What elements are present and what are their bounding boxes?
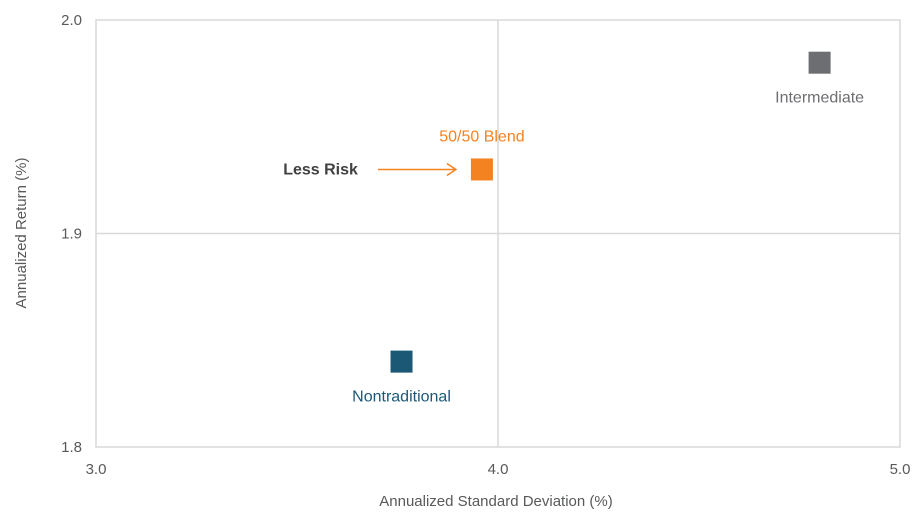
annotation-text: Less Risk [283, 161, 358, 178]
y-tick-label: 2.0 [61, 12, 82, 29]
x-axis-title: Annualized Standard Deviation (%) [379, 493, 612, 510]
grid-layer [95, 19, 901, 448]
axis-layer: 3.0 4.0 5.0 1.8 1.9 2.0 [61, 12, 910, 478]
data-point-marker [390, 350, 413, 373]
x-tick-label: 3.0 [86, 461, 107, 478]
x-tick-label: 5.0 [890, 461, 911, 478]
y-tick-label: 1.9 [61, 226, 82, 243]
data-point-marker [808, 51, 831, 74]
annotation-layer: Less Risk [283, 161, 458, 178]
y-tick-label: 1.8 [61, 439, 82, 456]
data-point-label: Nontraditional [352, 389, 451, 406]
data-point-marker [470, 158, 493, 181]
y-axis-title: Annualized Return (%) [13, 158, 30, 309]
data-point-label: 50/50 Blend [439, 128, 524, 145]
point-layer: Intermediate 50/50 Blend Nontraditional [352, 51, 864, 406]
data-point-label: Intermediate [775, 90, 864, 107]
annotation-arrow-head [446, 162, 458, 177]
x-tick-label: 4.0 [488, 461, 509, 478]
